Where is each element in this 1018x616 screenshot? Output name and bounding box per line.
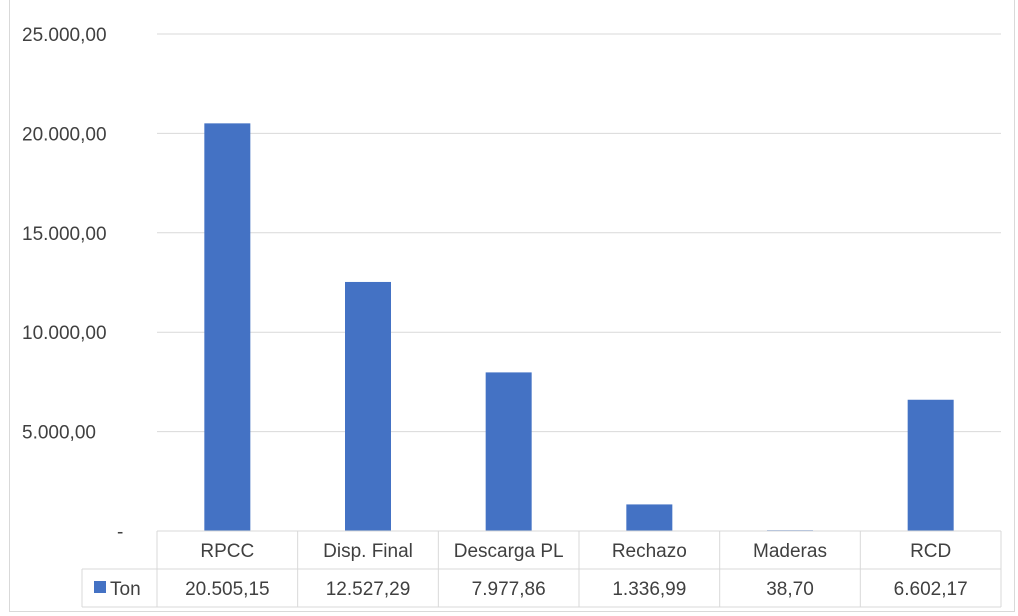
bar-3 xyxy=(626,504,673,531)
bars xyxy=(204,123,954,532)
data-label: 1.336,99 xyxy=(612,579,686,600)
x-tick-label: RCD xyxy=(910,541,951,562)
x-tick-label: Disp. Final xyxy=(323,541,413,562)
gridlines xyxy=(157,33,1001,433)
data-label: 20.505,15 xyxy=(185,579,270,600)
y-tick-label: 20.000,00 xyxy=(22,124,107,145)
y-tick-label: 10.000,00 xyxy=(22,323,107,344)
x-tick-label: Maderas xyxy=(753,541,827,562)
data-label: 6.602,17 xyxy=(894,579,968,600)
data-label: 38,70 xyxy=(766,579,814,600)
bar-1 xyxy=(345,281,391,531)
y-tick-label: 15.000,00 xyxy=(22,224,107,245)
legend-swatch xyxy=(94,581,106,593)
y-axis-ticks: 25.000,00 20.000,00 15.000,00 10.000,00 5.00… xyxy=(22,25,123,543)
y-tick-label: 5.000,00 xyxy=(22,423,96,444)
y-tick-label: 25.000,00 xyxy=(22,25,107,46)
chart-frame xyxy=(9,0,1015,612)
data-label: 12.527,29 xyxy=(326,579,411,600)
x-tick-label: Descarga PL xyxy=(454,541,564,562)
x-tick-label: Rechazo xyxy=(612,541,687,562)
data-table: RPCC 20.505,15 Disp. Final 12.527,29 Descarg… xyxy=(81,530,1002,608)
data-label: 7.977,86 xyxy=(472,579,546,600)
y-tick-label: - xyxy=(117,522,123,543)
bar-0 xyxy=(204,123,251,532)
legend-label: Ton xyxy=(110,579,141,600)
bar-2 xyxy=(485,372,532,531)
bar-5 xyxy=(907,399,954,531)
x-tick-label: RPCC xyxy=(200,541,254,562)
